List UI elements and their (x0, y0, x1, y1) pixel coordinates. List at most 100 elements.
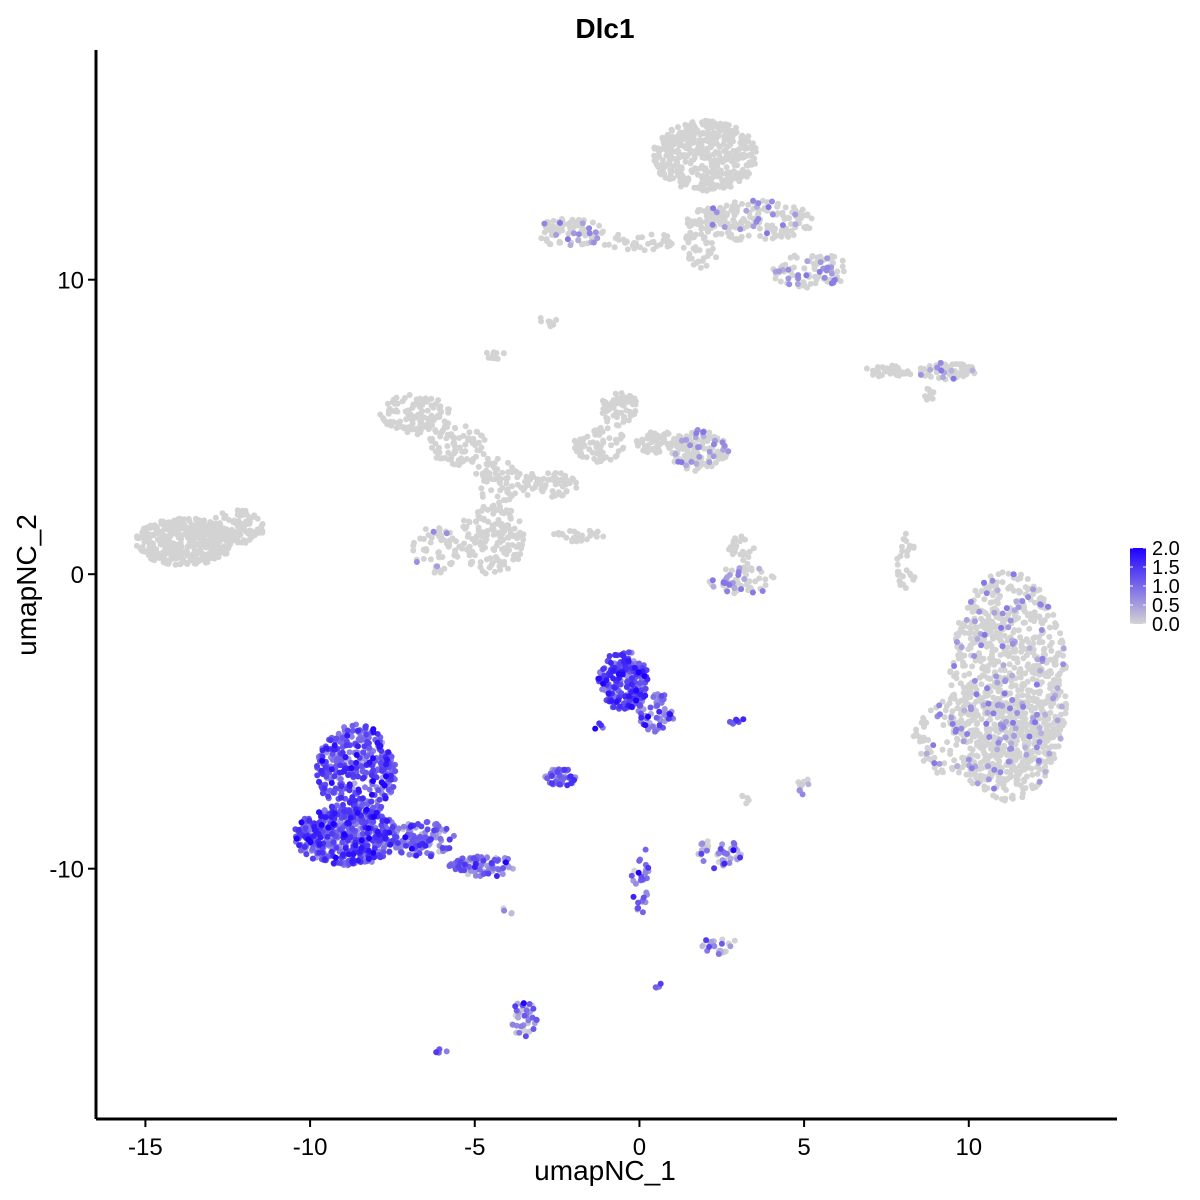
cell-point (976, 731, 983, 738)
cell-point (949, 765, 956, 771)
cell-point (1056, 670, 1063, 677)
cell-point (437, 835, 444, 842)
cell-point (505, 542, 512, 548)
cell-point (709, 124, 716, 131)
cell-point (675, 458, 682, 465)
cell-point (913, 726, 920, 733)
cell-point (953, 670, 960, 677)
cell-point (192, 540, 199, 547)
cell-point (724, 144, 731, 150)
cell-point (834, 268, 841, 275)
cell-point (1036, 690, 1043, 697)
cell-point (182, 559, 189, 566)
cell-point (348, 759, 354, 766)
cell-point (407, 411, 414, 418)
cell-point (631, 240, 637, 246)
cell-point (133, 542, 140, 549)
cell-point (597, 453, 604, 460)
cell-point (242, 539, 249, 546)
cell-point (653, 714, 660, 721)
cell-point (333, 735, 340, 742)
cell-point (662, 174, 669, 181)
cell-point (428, 534, 435, 541)
cell-point (1001, 742, 1008, 749)
cell-point (1028, 782, 1035, 789)
cell-point (577, 445, 584, 452)
cell-point (1007, 705, 1013, 712)
cell-point (792, 211, 799, 218)
cell-point (1024, 703, 1031, 710)
cell-point (1008, 740, 1015, 747)
cell-point (160, 536, 166, 543)
cell-point (439, 845, 446, 851)
cell-point (972, 618, 978, 625)
cell-point (451, 439, 458, 446)
cell-point (494, 539, 501, 546)
cell-point (608, 442, 615, 449)
scatter-points (133, 117, 1070, 1056)
cell-point (928, 389, 935, 396)
cell-point (1002, 648, 1009, 655)
cell-point (628, 872, 635, 879)
cell-point (559, 483, 566, 490)
cell-point (1048, 647, 1055, 654)
cell-point (479, 529, 486, 536)
cell-point (1033, 681, 1040, 688)
cell-point (1023, 751, 1030, 758)
cell-point (685, 131, 692, 138)
cell-point (953, 639, 960, 645)
cell-point (639, 909, 646, 916)
cell-point (499, 536, 505, 542)
cell-point (1022, 584, 1029, 591)
cell-point (1062, 710, 1069, 717)
cell-point (809, 253, 815, 260)
cell-point (603, 414, 610, 421)
cell-point (551, 224, 558, 230)
cell-point (1009, 697, 1016, 703)
cell-point (723, 128, 730, 135)
cell-point (894, 561, 901, 568)
cell-point (641, 247, 648, 254)
cell-point (900, 581, 907, 588)
cell-point (1012, 646, 1018, 653)
cell-point (804, 258, 811, 265)
cell-point (174, 550, 181, 557)
cell-point (437, 567, 444, 574)
cell-point (529, 485, 536, 492)
cell-point (1030, 689, 1037, 696)
cell-point (462, 423, 469, 430)
cell-point (744, 169, 751, 176)
cell-point (927, 373, 934, 380)
cell-point (958, 365, 965, 372)
cell-point (1027, 616, 1034, 623)
cell-point (922, 393, 928, 400)
cell-point (1021, 604, 1027, 611)
cell-point (981, 631, 988, 638)
cell-point (443, 435, 450, 442)
cell-point (803, 225, 809, 232)
cell-point (895, 571, 901, 578)
cell-point (1013, 754, 1020, 761)
cell-point (730, 129, 736, 136)
cell-point (246, 527, 253, 534)
cell-point (1052, 743, 1059, 750)
cell-point (555, 490, 562, 497)
cell-point (699, 177, 706, 184)
cell-point (390, 419, 397, 425)
cell-point (428, 395, 435, 402)
cell-point (493, 506, 500, 513)
cell-point (1050, 695, 1057, 702)
cell-point (837, 278, 844, 285)
cell-point (924, 385, 931, 392)
cell-point (1014, 775, 1021, 781)
cell-point (655, 440, 662, 447)
cell-point (736, 221, 742, 228)
cell-point (589, 449, 596, 456)
cell-point (747, 214, 753, 220)
cell-point (207, 551, 214, 558)
cell-point (738, 233, 745, 240)
cell-point (496, 499, 503, 506)
cell-point (703, 937, 710, 944)
cell-point (477, 538, 483, 545)
cell-point (961, 707, 968, 714)
